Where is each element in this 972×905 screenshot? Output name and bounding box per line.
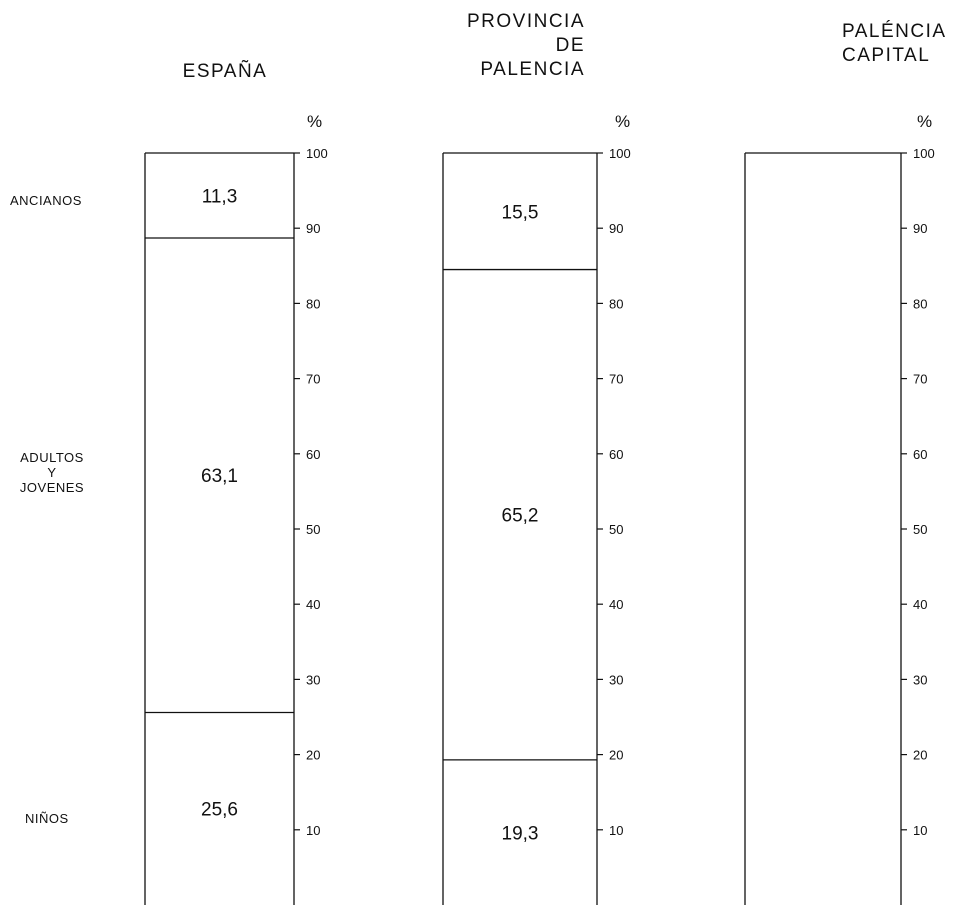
axis-tick-label: 30 [609,672,623,687]
segment-value-label: 25,6 [201,800,238,821]
segment-value-label: 63,1 [201,466,238,487]
axis-tick-label: 10 [306,823,320,838]
axis-unit-label: % [307,112,322,131]
axis-tick-label: 70 [306,372,320,387]
column-title-line: ESPAÑA [183,60,268,82]
axis-tick-label: 80 [306,296,320,311]
axis-tick-label: 50 [913,522,927,537]
axis-tick-label: 10 [913,823,927,838]
column-title-line: CAPITAL [842,45,930,66]
axis-unit-label: % [615,112,630,131]
axis-tick-label: 60 [609,447,623,462]
row-label-adultos: Y [47,465,56,480]
axis-tick-label: 60 [913,447,927,462]
axis-tick-label: 50 [306,522,320,537]
axis-tick-label: 20 [913,748,927,763]
axis-tick-label: 20 [609,748,623,763]
axis-tick-label: 70 [913,372,927,387]
axis-tick-label: 80 [913,296,927,311]
row-label-adultos: ADULTOS [20,450,84,465]
segment-value-label: 15,5 [502,202,539,223]
axis-tick-label: 30 [913,672,927,687]
axis-tick-label: 40 [306,597,320,612]
column-title-line: PROVINCIA [467,11,585,32]
axis-tick-label: 10 [609,823,623,838]
axis-tick-label: 70 [609,372,623,387]
axis-tick-label: 80 [609,296,623,311]
axis-tick-label: 90 [306,221,320,236]
row-label-ancianos: ANCIANOS [10,193,82,208]
column-title-line: PALÉNCIA [842,21,947,42]
column-title-line: PALENCIA [480,59,585,80]
axis-tick-label: 100 [913,146,935,161]
axis-tick-label: 100 [306,146,328,161]
segment-value-label: 11,3 [202,186,238,207]
axis-tick-label: 20 [306,748,320,763]
row-label-adultos: JOVENES [20,480,84,495]
axis-tick-label: 90 [609,221,623,236]
axis-tick-label: 100 [609,146,631,161]
column-title-line: DE [556,35,585,56]
segment-value-label: 65,2 [502,506,539,527]
row-label-ninos: NIÑOS [25,811,69,826]
axis-tick-label: 50 [609,522,623,537]
axis-tick-label: 90 [913,221,927,236]
axis-tick-label: 40 [609,597,623,612]
segment-value-label: 19,3 [502,823,539,844]
axis-tick-label: 40 [913,597,927,612]
axis-unit-label: % [917,112,932,131]
axis-tick-label: 60 [306,447,320,462]
axis-tick-label: 30 [306,672,320,687]
